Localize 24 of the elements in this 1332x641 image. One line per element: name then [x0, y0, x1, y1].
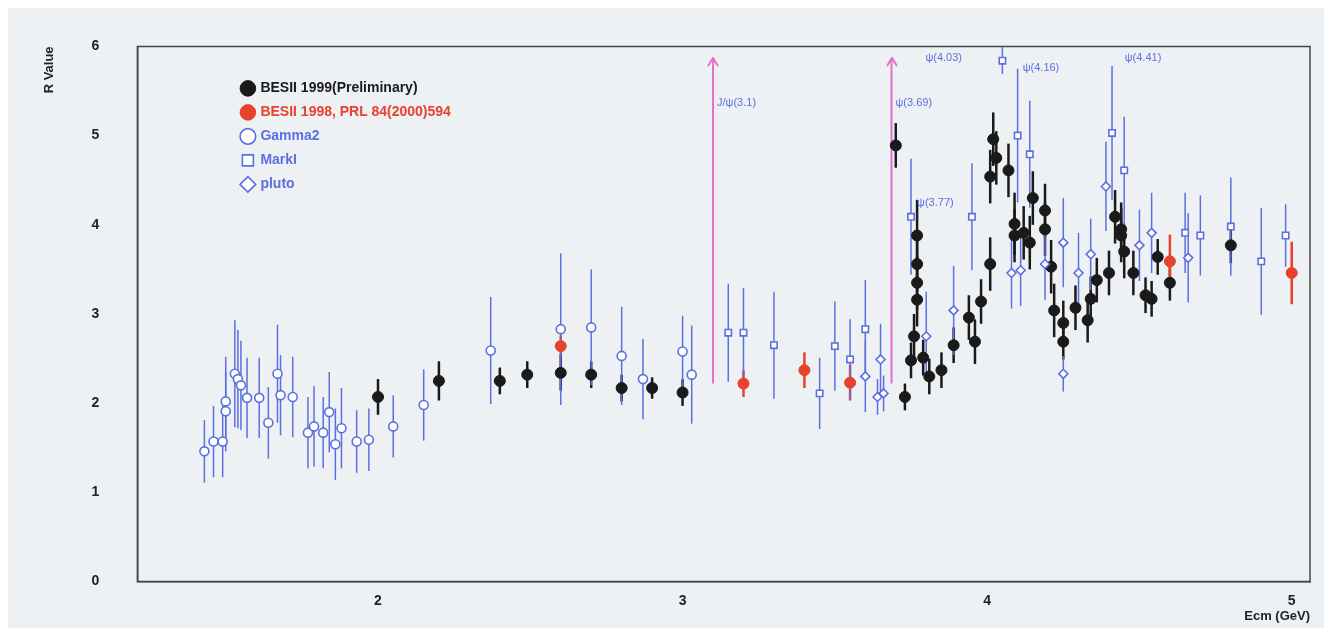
x-tick-label: 2	[374, 591, 383, 608]
x-tick-label: 3	[678, 591, 687, 608]
legend-label: MarkI	[260, 151, 297, 168]
y-tick-label: 6	[91, 37, 100, 54]
y-tick-label: 1	[91, 483, 100, 500]
x-axis-title: Ecm (GeV)	[1244, 607, 1310, 623]
legend-label: BESII 1998, PRL 84(2000)594	[260, 103, 452, 120]
legend-label: BESII 1999(Preliminary)	[260, 79, 418, 96]
legend-label: Gamma2	[260, 127, 320, 144]
annotation: ψ(4.16)	[1022, 61, 1060, 74]
x-tick-label: 5	[1287, 591, 1296, 608]
y-tick-label: 4	[91, 215, 100, 232]
annotation: ψ(4.03)	[925, 51, 962, 64]
ref-line-label: ψ(3.69)	[895, 96, 933, 109]
y-tick-label: 3	[91, 304, 100, 321]
ref-line-label: J/ψ(3.1)	[717, 96, 757, 109]
y-tick-label: 5	[91, 126, 100, 143]
annotation: ψ(3.77)	[917, 195, 954, 208]
y-axis-title: R Value	[41, 46, 57, 94]
y-tick-label: 2	[91, 394, 100, 411]
legend-label: pluto	[260, 175, 295, 192]
y-tick-label: 0	[91, 572, 100, 589]
x-tick-label: 4	[983, 591, 992, 608]
annotation: ψ(4.41)	[1124, 51, 1162, 64]
